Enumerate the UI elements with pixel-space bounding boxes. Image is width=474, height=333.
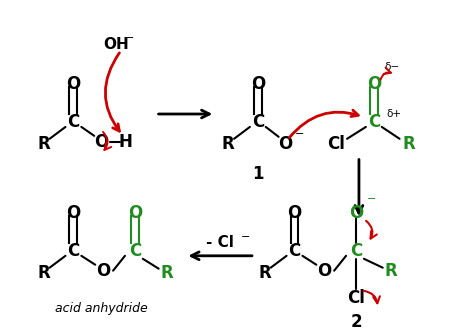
Text: −: − [295, 129, 304, 139]
Text: O: O [367, 75, 381, 93]
Text: Cl: Cl [327, 135, 345, 153]
Text: O: O [96, 262, 110, 280]
Text: −: − [241, 232, 251, 242]
Text: C: C [288, 242, 301, 260]
Text: OH: OH [103, 37, 129, 52]
Text: 2: 2 [350, 313, 362, 331]
Text: O: O [349, 204, 363, 222]
Text: C: C [67, 113, 80, 131]
Text: O: O [278, 135, 293, 153]
Text: C: C [67, 242, 80, 260]
Text: C: C [350, 242, 362, 260]
Text: acid anhydride: acid anhydride [55, 302, 147, 315]
Text: R: R [37, 135, 50, 153]
Text: O: O [287, 204, 301, 222]
Text: R: R [384, 262, 397, 280]
Text: R: R [37, 264, 50, 282]
Text: C: C [368, 113, 380, 131]
Text: O: O [251, 75, 265, 93]
Text: Cl: Cl [347, 289, 365, 307]
Text: C: C [129, 242, 141, 260]
Text: O: O [66, 204, 81, 222]
Text: R: R [258, 264, 271, 282]
Text: −: − [125, 33, 135, 43]
Text: O: O [128, 204, 142, 222]
Text: −: − [367, 194, 376, 204]
Text: C: C [252, 113, 264, 131]
Text: 1: 1 [252, 165, 264, 182]
Text: O: O [94, 133, 108, 151]
Text: - Cl: - Cl [206, 235, 234, 250]
Text: O: O [66, 75, 81, 93]
Text: δ−: δ− [384, 62, 399, 72]
Text: R: R [402, 135, 415, 153]
Text: δ+: δ+ [386, 109, 401, 119]
Text: R: R [160, 264, 173, 282]
Text: O: O [317, 262, 331, 280]
Text: R: R [222, 135, 235, 153]
Text: H: H [118, 133, 132, 151]
